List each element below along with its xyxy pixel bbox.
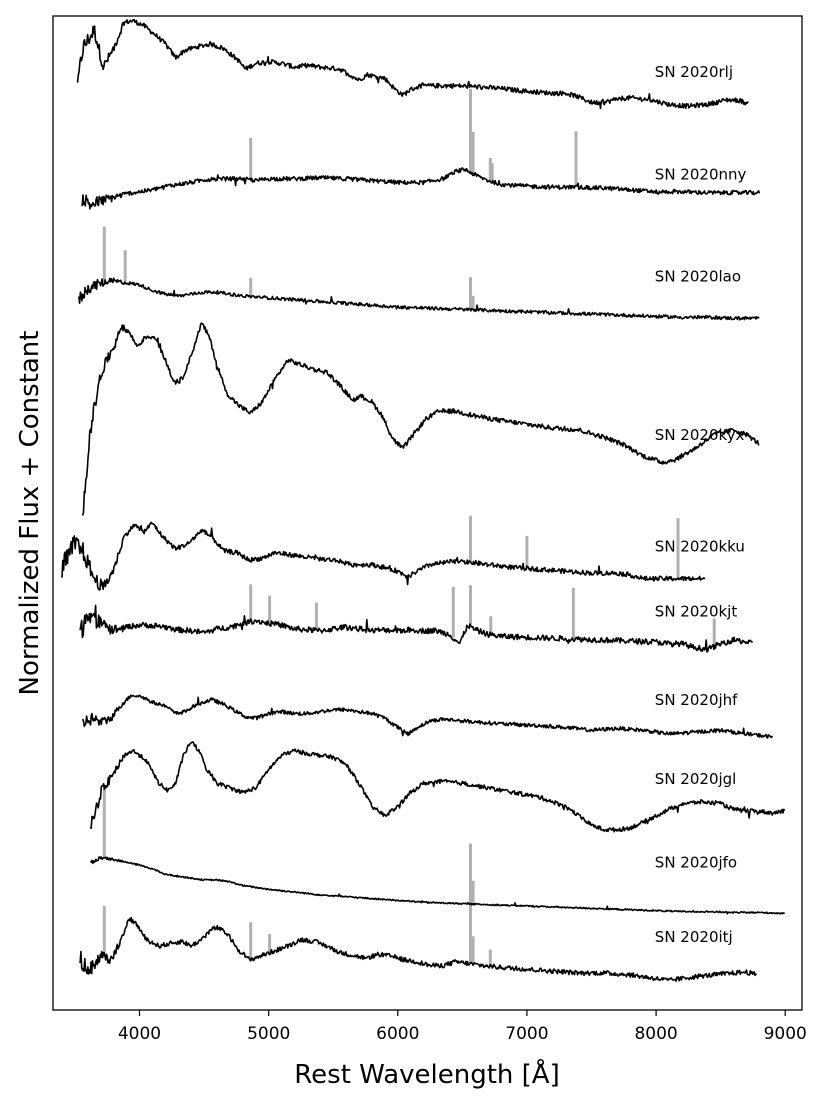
x-tick-label-7000: 7000: [505, 1024, 548, 1044]
series-label-sn-2020jfo: SN 2020jfo: [655, 854, 737, 872]
x-tick-label-6000: 6000: [376, 1024, 419, 1044]
spectra-series: [61, 18, 786, 982]
spectrum-sn-2020jgl: [89, 741, 786, 833]
series-label-sn-2020kku: SN 2020kku: [655, 537, 745, 555]
x-axis-title: Rest Wavelength [Å]: [294, 1058, 559, 1090]
x-tick-label-4000: 4000: [118, 1024, 161, 1044]
spectrum-sn-2020nny: [81, 167, 761, 210]
spectrum-sn-2020jfo: [89, 856, 786, 915]
host-emission-lines: [102, 88, 716, 967]
spectrum-sn-2020itj: [79, 916, 758, 982]
spectrum-sn-2020kjt: [79, 604, 753, 653]
series-label-sn-2020itj: SN 2020itj: [655, 928, 733, 946]
spectrum-sn-2020kku: [61, 521, 706, 591]
x-tick-label-8000: 8000: [634, 1024, 677, 1044]
x-tick-label-9000: 9000: [764, 1024, 807, 1044]
spectrum-sn-2020jhf: [81, 694, 774, 739]
plot-frame: [52, 15, 803, 1011]
series-label-sn-2020kyx: SN 2020kyx: [655, 426, 745, 444]
series-label-sn-2020jgl: SN 2020jgl: [655, 770, 737, 788]
series-label-sn-2020rlj: SN 2020rlj: [655, 63, 733, 81]
series-labels: SN 2020rlj SN 2020nny SN 2020lao SN 2020kyx…: [655, 63, 747, 946]
series-label-sn-2020nny: SN 2020nny: [655, 165, 747, 183]
spectrum-sn-2020rlj: [76, 18, 749, 110]
spectrum-sn-2020lao: [78, 277, 760, 321]
y-axis-title: Normalized Flux + Constant: [15, 331, 45, 696]
x-tick-label-5000: 5000: [247, 1024, 290, 1044]
x-axis-ticks: 4000 5000 6000 7000 8000 9000: [118, 1010, 807, 1044]
series-label-sn-2020lao: SN 2020lao: [655, 268, 741, 286]
series-label-sn-2020kjt: SN 2020kjt: [655, 603, 738, 621]
spectrum-sn-2020kyx: [81, 322, 760, 516]
series-label-sn-2020jhf: SN 2020jhf: [655, 691, 738, 709]
